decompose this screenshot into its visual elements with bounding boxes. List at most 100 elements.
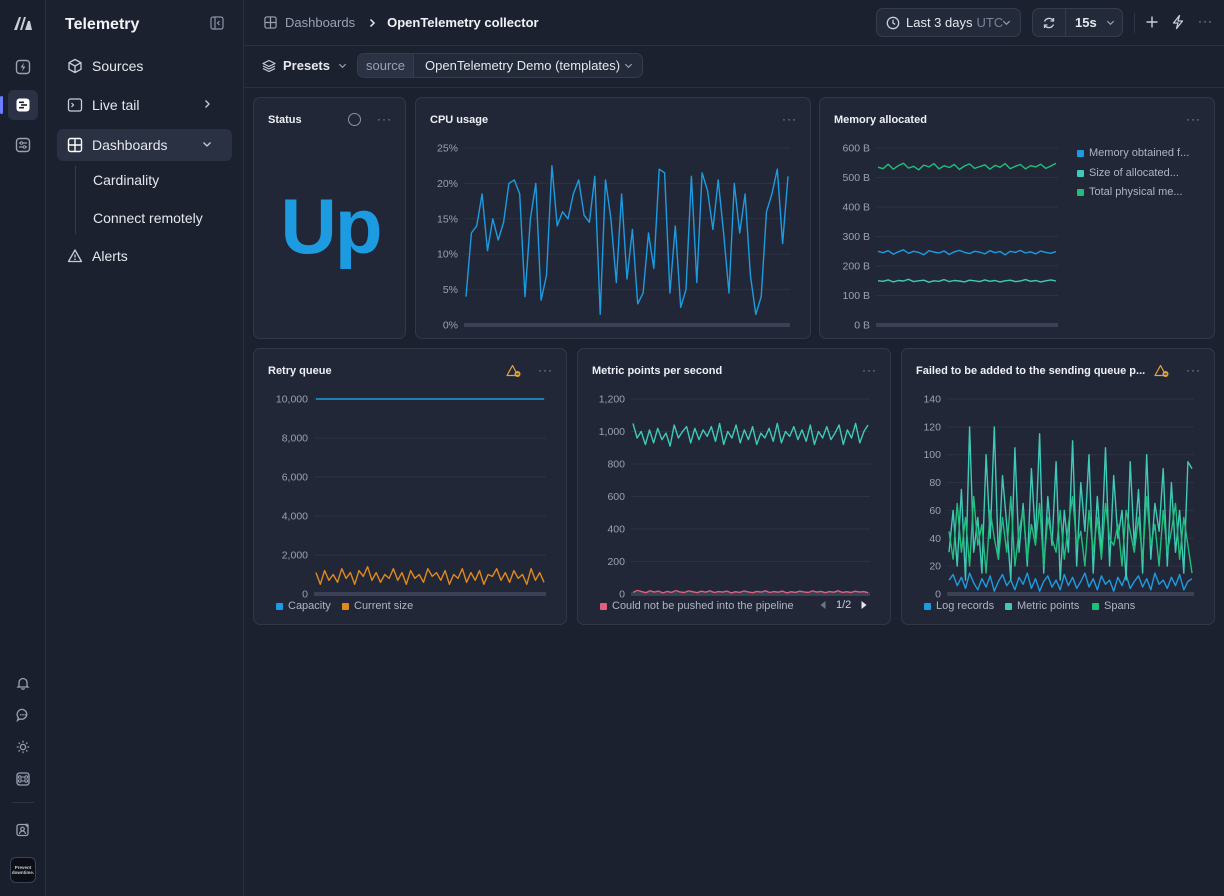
sidebar-item-cardinality[interactable]: Cardinality bbox=[93, 172, 160, 188]
icon-rail: Prevent downtime. bbox=[0, 0, 46, 896]
chevron-right-icon bbox=[205, 100, 210, 108]
sidebar-item-live-tail[interactable]: Live tail bbox=[57, 89, 232, 121]
breadcrumb-root[interactable]: Dashboards bbox=[285, 15, 356, 30]
legend-item[interactable]: Metric points bbox=[1005, 600, 1079, 612]
status-value: Up bbox=[280, 182, 383, 270]
sidebar-item-connect-remotely[interactable]: Connect remotely bbox=[93, 210, 203, 226]
panel-menu-icon[interactable]: ··· bbox=[1186, 363, 1201, 377]
dashboard-icon bbox=[67, 137, 83, 153]
presets-label: Presets bbox=[283, 58, 330, 73]
panel-title: Retry queue bbox=[268, 365, 332, 377]
panel-menu-icon[interactable]: ··· bbox=[377, 112, 392, 126]
more-options-icon[interactable]: ··· bbox=[1198, 14, 1213, 28]
y-tick-label: 100 B bbox=[843, 290, 870, 302]
sidebar-item-alerts[interactable]: Alerts bbox=[57, 240, 232, 272]
time-range-picker[interactable]: Last 3 days UTC bbox=[876, 8, 1021, 37]
series-line bbox=[315, 565, 545, 586]
alert-warning-icon[interactable] bbox=[506, 364, 522, 378]
legend-item[interactable]: Total physical me... bbox=[1077, 186, 1183, 198]
legend-item[interactable]: Log records bbox=[924, 600, 994, 612]
legend-swatch bbox=[1077, 188, 1084, 196]
legend-label: Capacity bbox=[288, 600, 331, 612]
cube-icon bbox=[68, 58, 82, 74]
terminal-icon bbox=[67, 98, 83, 112]
panel-title: Memory allocated bbox=[834, 114, 927, 126]
panel-menu-icon[interactable]: ··· bbox=[538, 363, 553, 377]
y-tick-label: 0% bbox=[443, 320, 458, 332]
legend-item[interactable]: Size of allocated... bbox=[1077, 167, 1179, 179]
y-tick-label: 140 bbox=[923, 394, 941, 406]
rail-divider bbox=[12, 802, 34, 803]
source-filter-value: OpenTelemetry Demo (templates) bbox=[425, 58, 621, 73]
source-filter[interactable]: source OpenTelemetry Demo (templates) bbox=[357, 53, 643, 78]
legend-label: Spans bbox=[1104, 600, 1136, 612]
telemetry-icon[interactable] bbox=[8, 90, 38, 120]
panel-menu-icon[interactable]: ··· bbox=[782, 112, 797, 126]
series-line bbox=[465, 164, 789, 316]
legend-label: Metric points bbox=[1017, 600, 1080, 612]
y-tick-label: 120 bbox=[923, 421, 941, 433]
next-page-icon[interactable] bbox=[860, 600, 868, 610]
collapse-sidebar-icon[interactable] bbox=[210, 16, 224, 33]
layers-icon bbox=[262, 59, 276, 72]
series-line bbox=[877, 278, 1057, 283]
y-tick-label: 0 bbox=[619, 589, 625, 601]
legend-label: Log records bbox=[936, 600, 995, 612]
command-icon[interactable] bbox=[8, 764, 38, 794]
settings-sliders-icon[interactable] bbox=[8, 130, 38, 160]
avatar-text: Prevent downtime. bbox=[11, 865, 35, 875]
active-indicator bbox=[0, 96, 3, 114]
chevron-down-icon bbox=[624, 63, 633, 69]
add-icon[interactable] bbox=[1144, 14, 1160, 33]
chevron-down-icon bbox=[1002, 20, 1011, 26]
sun-icon[interactable] bbox=[8, 732, 38, 762]
legend-swatch bbox=[1077, 149, 1084, 157]
y-tick-label: 200 bbox=[607, 556, 625, 568]
chevron-down-icon bbox=[203, 142, 211, 147]
prev-page-icon[interactable] bbox=[819, 600, 827, 610]
user-add-icon[interactable] bbox=[8, 815, 38, 845]
metric-points-panel: Metric points per second ··· 0 200 400 600 8… bbox=[577, 348, 891, 625]
y-tick-label: 10,000 bbox=[276, 394, 308, 406]
presets-button[interactable]: Presets bbox=[262, 58, 348, 73]
memory-allocated-panel: Memory allocated ··· 0 B 100 B 200 B 300 B 4… bbox=[819, 97, 1215, 339]
legend-swatch bbox=[600, 602, 607, 610]
refresh-interval-select[interactable]: 15s bbox=[1066, 9, 1122, 36]
bell-icon[interactable] bbox=[8, 668, 38, 698]
lightning-icon[interactable] bbox=[1170, 14, 1186, 33]
legend-pager: 1/2 bbox=[819, 599, 868, 611]
refresh-button[interactable] bbox=[1033, 9, 1066, 36]
logo-icon[interactable] bbox=[8, 8, 38, 38]
sidebar-item-sources[interactable]: Sources bbox=[57, 50, 232, 82]
breadcrumb: Dashboards OpenTelemetry collector bbox=[264, 15, 539, 30]
failed-queue-chart: 0 20 40 60 80 100 120 140 bbox=[923, 394, 1194, 601]
lightning-icon[interactable] bbox=[8, 52, 38, 82]
refresh-group: 15s bbox=[1032, 8, 1123, 37]
chat-icon[interactable] bbox=[8, 700, 38, 730]
legend-item[interactable]: Current size bbox=[342, 600, 413, 612]
legend-item[interactable]: Spans bbox=[1092, 600, 1135, 612]
sidebar-item-dashboards[interactable]: Dashboards bbox=[57, 129, 232, 161]
panel-title: Failed to be added to the sending queue … bbox=[916, 365, 1146, 377]
y-tick-label: 600 bbox=[607, 491, 625, 503]
series-line bbox=[948, 426, 1193, 581]
time-range-value: Last 3 days bbox=[906, 15, 973, 30]
y-tick-label: 60 bbox=[929, 505, 941, 517]
source-filter-key: source bbox=[358, 54, 415, 77]
y-tick-label: 600 B bbox=[843, 143, 870, 155]
chevron-down-icon bbox=[1106, 20, 1114, 26]
panel-menu-icon[interactable]: ··· bbox=[1186, 112, 1201, 126]
alert-warning-icon[interactable] bbox=[1154, 364, 1170, 378]
legend-item[interactable]: Memory obtained f... bbox=[1077, 147, 1189, 159]
avatar[interactable]: Prevent downtime. bbox=[10, 857, 36, 883]
retry-queue-panel: Retry queue ··· 0 2,000 4,000 6,000 8,000 10,… bbox=[253, 348, 567, 625]
y-tick-label: 8,000 bbox=[282, 433, 308, 445]
refresh-icon bbox=[1043, 17, 1055, 28]
legend-item[interactable]: Capacity bbox=[276, 600, 331, 612]
legend-swatch bbox=[1077, 169, 1084, 177]
y-tick-label: 1,000 bbox=[599, 426, 625, 438]
memory-chart: 0 B 100 B 200 B 300 B 400 B 500 B 600 B bbox=[843, 143, 1058, 332]
legend-item[interactable]: Could not be pushed into the pipeline bbox=[600, 600, 794, 612]
y-tick-label: 1,200 bbox=[599, 394, 625, 406]
panel-menu-icon[interactable]: ··· bbox=[862, 363, 877, 377]
